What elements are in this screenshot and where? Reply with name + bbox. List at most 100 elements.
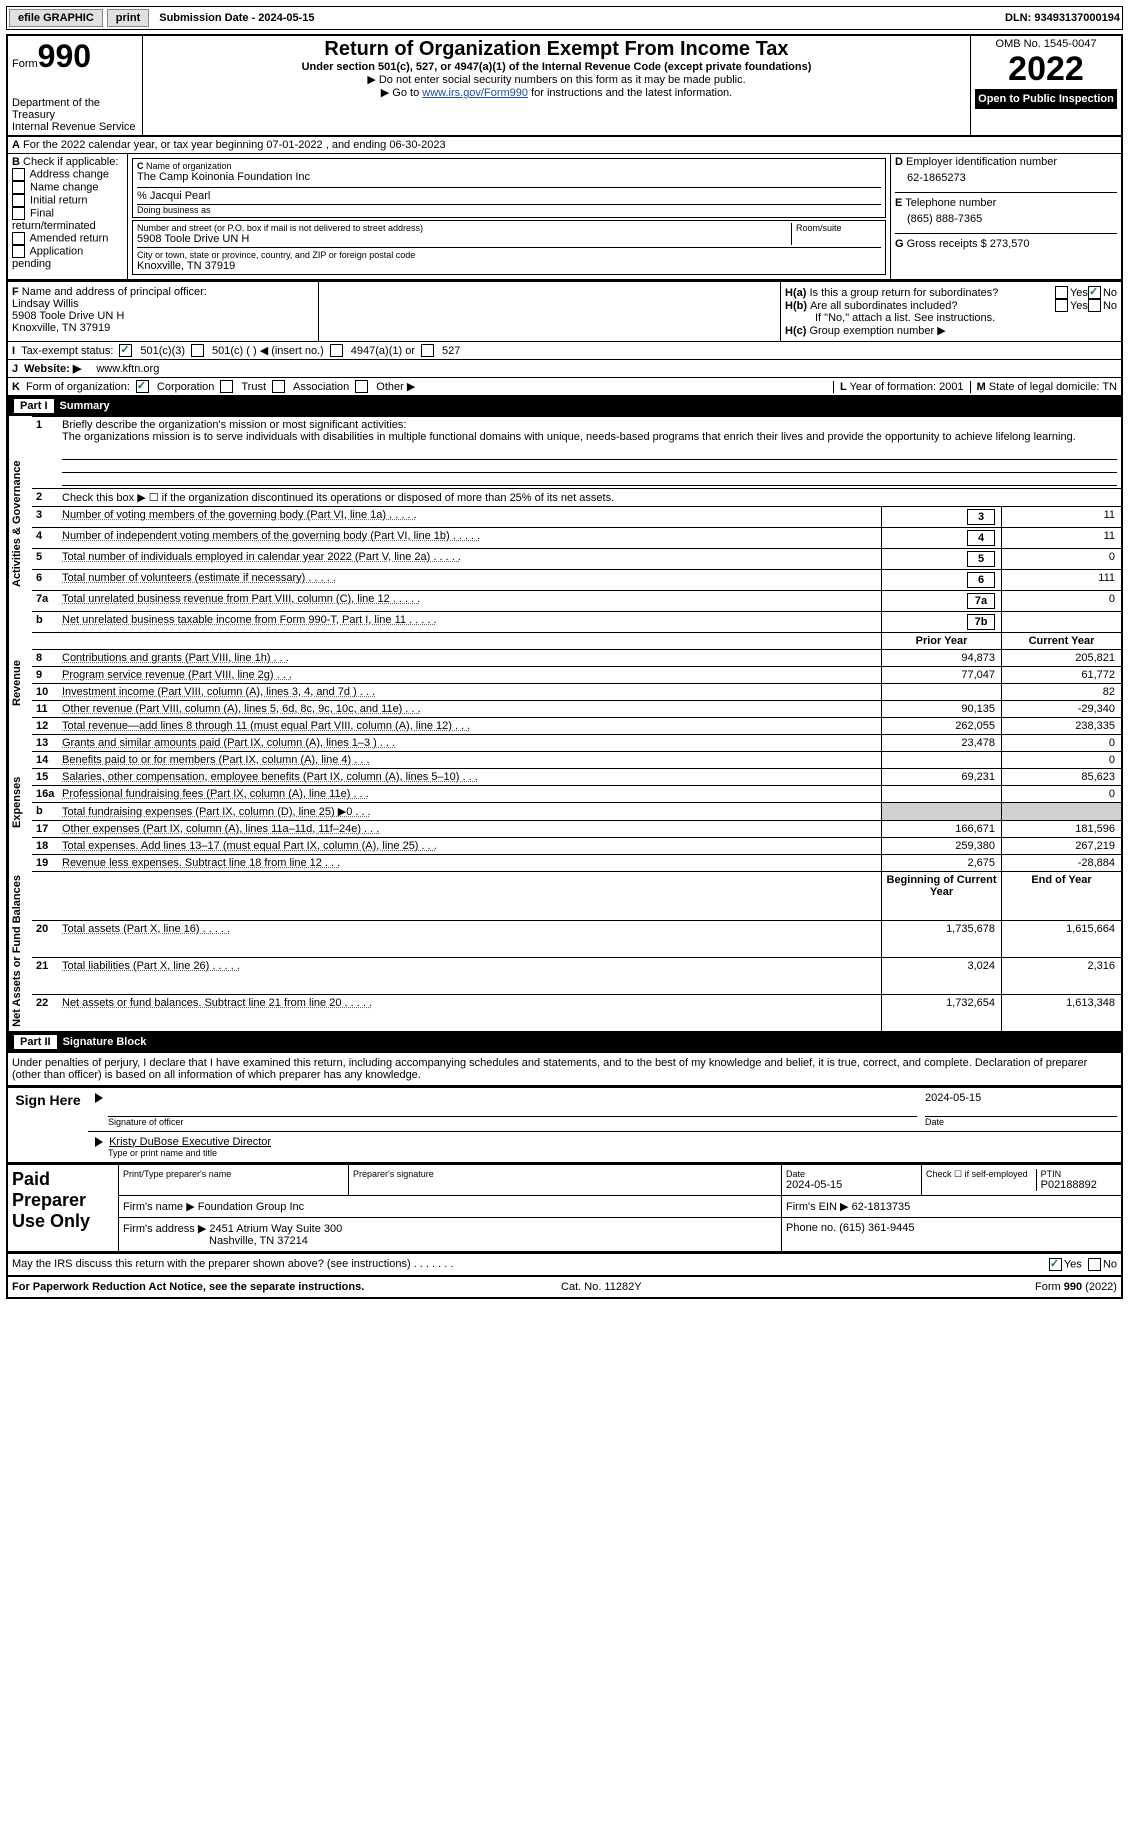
colb-checkbox-0[interactable] [12,168,25,181]
ein-value: 62-1865273 [907,172,1117,184]
phone-label: Phone no. [786,1222,836,1234]
table-cell [881,751,1001,768]
colb-checkbox-4[interactable] [12,232,25,245]
table-cell: 4 [881,527,1001,548]
tel-value: (865) 888-7365 [907,213,1117,225]
table-cell: 9 [32,666,58,683]
table-cell: 85,623 [1001,768,1121,785]
table-cell: 1,615,664 [1001,920,1121,957]
other-checkbox[interactable] [355,380,368,393]
form-number: 990 [38,38,91,74]
officer-addr: 5908 Toole Drive UN H [12,310,124,322]
note-ssn: ▶ Do not enter social security numbers o… [147,73,966,86]
ha-yes-checkbox[interactable] [1055,286,1068,299]
table-cell: 2,316 [1001,957,1121,994]
table-cell: 5 [32,548,58,569]
hb-note: If "No," attach a list. See instructions… [785,312,1117,324]
firm-addr-value: 2451 Atrium Way Suite 300 [209,1223,342,1235]
4947-checkbox[interactable] [330,344,343,357]
table-cell [58,632,881,649]
table-cell: 5 [881,548,1001,569]
501c-checkbox[interactable] [191,344,204,357]
table-cell: Other revenue (Part VIII, column (A), li… [58,700,881,717]
form-title: Return of Organization Exempt From Incom… [147,38,966,61]
discuss-no: No [1103,1258,1117,1270]
pp-check-label: Check ☐ if self-employed [926,1169,1028,1191]
tel-label: Telephone number [905,197,996,209]
omb-number: OMB No. 1545-0047 [975,38,1117,50]
table-cell: Total revenue—add lines 8 through 11 (mu… [58,717,881,734]
firm-ein-label: Firm's EIN ▶ [786,1201,849,1213]
table-cell: 1 [32,416,58,488]
print-button[interactable]: print [107,9,149,27]
phone-value: (615) 361-9445 [839,1222,914,1234]
table-cell: 16a [32,785,58,802]
hb-no-checkbox[interactable] [1088,299,1101,312]
gross-label: Gross receipts $ [907,238,987,250]
hc-text: Group exemption number ▶ [809,325,945,337]
opt-501c3: 501(c)(3) [140,345,185,357]
opt-other: Other ▶ [376,380,415,393]
section-a-text: For the 2022 calendar year, or tax year … [23,139,446,151]
row-j: J Website: ▶ www.kftn.org [6,359,1123,377]
table-cell: b [32,802,58,820]
corp-checkbox[interactable] [136,380,149,393]
colb-checkbox-1[interactable] [12,181,25,194]
table-cell: Briefly describe the organization's miss… [58,416,1121,488]
opt-trust: Trust [241,381,266,393]
table-cell: 14 [32,751,58,768]
table-cell: Number of voting members of the governin… [58,506,881,527]
website-label: Website: ▶ [24,362,81,375]
colb-checkbox-3[interactable] [12,207,25,220]
efile-button[interactable]: efile GRAPHIC [9,9,103,27]
pra-notice: For Paperwork Reduction Act Notice, see … [12,1281,364,1293]
table-cell [1001,611,1121,632]
hb-yes-checkbox[interactable] [1055,299,1068,312]
discuss-no-checkbox[interactable] [1088,1258,1101,1271]
hb-text: Are all subordinates included? [810,300,1055,312]
527-checkbox[interactable] [421,344,434,357]
ha-no-checkbox[interactable] [1088,286,1101,299]
table-cell: 238,335 [1001,717,1121,734]
colb-checkbox-5[interactable] [12,245,25,258]
colb-item: Final return/terminated [12,207,123,232]
section-a: A For the 2022 calendar year, or tax yea… [6,137,1123,154]
summary-table: Activities & Governance1Briefly describe… [6,416,1123,1033]
colb-item: Address change [12,168,123,181]
table-cell: 111 [1001,569,1121,590]
assoc-checkbox[interactable] [272,380,285,393]
sig-date-label: Date [925,1117,1117,1127]
note-link: ▶ Go to www.irs.gov/Form990 for instruct… [147,86,966,99]
discuss-yes-checkbox[interactable] [1049,1258,1062,1271]
501c3-checkbox[interactable] [119,344,132,357]
top-bar: efile GRAPHIC print Submission Date - 20… [6,6,1123,30]
colb-checkbox-2[interactable] [12,194,25,207]
dln: DLN: 93493137000194 [1005,12,1120,24]
section-tab: Expenses [8,734,32,871]
yes-label: Yes [1070,287,1088,299]
table-cell: 10 [32,683,58,700]
part1-name: Summary [60,400,110,412]
pp-name-label: Print/Type preparer's name [123,1169,344,1179]
part2-header: Part IISignature Block [6,1033,1123,1052]
table-cell: Total fundraising expenses (Part IX, col… [58,802,881,820]
addr-label: Number and street (or P.O. box if mail i… [137,223,791,233]
officer-city: Knoxville, TN 37919 [12,322,110,334]
part2-num: Part II [14,1035,57,1049]
table-cell: Net unrelated business taxable income fr… [58,611,881,632]
table-cell: 4 [32,527,58,548]
table-cell: Revenue less expenses. Subtract line 18 … [58,854,881,871]
table-cell: 19 [32,854,58,871]
table-cell [881,785,1001,802]
ha-text: Is this a group return for subordinates? [809,287,1055,299]
table-cell: Other expenses (Part IX, column (A), lin… [58,820,881,837]
trust-checkbox[interactable] [220,380,233,393]
table-cell: 90,135 [881,700,1001,717]
name-label: Name of organization [146,161,232,171]
open-public-badge: Open to Public Inspection [975,89,1117,109]
row-k: K Form of organization: Corporation Trus… [6,377,1123,397]
form-ref: Form 990 (2022) [1035,1281,1117,1293]
table-cell: 0 [1001,548,1121,569]
footer-row: For Paperwork Reduction Act Notice, see … [6,1277,1123,1299]
irs-link[interactable]: www.irs.gov/Form990 [422,87,528,99]
